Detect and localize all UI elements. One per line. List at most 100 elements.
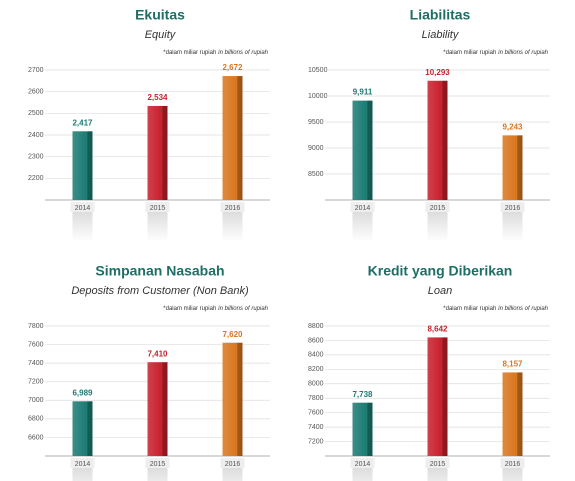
bar-shade xyxy=(502,135,523,200)
y-tick-label: 2400 xyxy=(28,132,44,139)
bar-shade xyxy=(72,401,93,456)
bar-shade xyxy=(502,372,523,456)
y-tick-label: 6800 xyxy=(28,416,44,423)
chart-subtitle: Deposits from Customer (Non Bank) xyxy=(71,285,249,297)
x-tick-label: 2016 xyxy=(225,205,241,212)
y-tick-label: 8600 xyxy=(308,337,324,344)
chart-panel: Ekuitas Equity *dalam miliar rupiah in bill… xyxy=(28,7,270,242)
chart-panel: Liabilitas Liability *dalam miliar rupiah i… xyxy=(308,7,550,242)
value-label: 8,157 xyxy=(502,360,523,369)
y-tick-label: 10000 xyxy=(308,93,328,100)
category-box xyxy=(500,202,525,212)
y-tick-label: 7200 xyxy=(308,438,324,445)
category-box xyxy=(350,458,375,468)
y-tick-label: 7600 xyxy=(308,410,324,417)
unit-note-italic: in billions of rupiah xyxy=(498,306,548,312)
bar-shade xyxy=(352,100,373,200)
y-tick-label: 8200 xyxy=(308,366,324,373)
bar-shade xyxy=(147,105,168,200)
y-tick-label: 7800 xyxy=(308,395,324,402)
category-box xyxy=(425,202,450,212)
unit-note-italic: in billions of rupiah xyxy=(218,50,268,56)
y-tick-label: 2300 xyxy=(28,154,44,161)
y-tick-label: 2200 xyxy=(28,175,44,182)
unit-note: *dalam miliar rupiah in billions of rupia… xyxy=(443,306,548,312)
value-label: 8,642 xyxy=(427,325,448,334)
unit-note: *dalam miliar rupiah in billions of rupia… xyxy=(163,50,268,56)
unit-note-italic: in billions of rupiah xyxy=(498,50,548,56)
x-tick-label: 2014 xyxy=(75,205,91,212)
chart-title: Ekuitas xyxy=(135,7,185,23)
y-tick-label: 8000 xyxy=(308,381,324,388)
category-box xyxy=(145,458,170,468)
category-box xyxy=(145,202,170,212)
x-tick-label: 2016 xyxy=(505,461,521,468)
category-box xyxy=(70,458,95,468)
category-box xyxy=(220,458,245,468)
value-label: 2,417 xyxy=(72,118,93,127)
y-tick-label: 7400 xyxy=(308,424,324,431)
x-tick-label: 2015 xyxy=(150,461,166,468)
x-tick-label: 2016 xyxy=(505,205,521,212)
x-tick-label: 2014 xyxy=(75,461,91,468)
y-tick-label: 8500 xyxy=(308,171,324,178)
bar-shade xyxy=(427,337,448,456)
value-label: 7,738 xyxy=(352,390,373,399)
y-tick-label: 7600 xyxy=(28,341,44,348)
unit-note: *dalam miliar rupiah in billions of rupia… xyxy=(443,50,548,56)
y-tick-label: 8400 xyxy=(308,352,324,359)
y-tick-label: 10500 xyxy=(308,67,328,74)
x-tick-label: 2014 xyxy=(355,205,371,212)
y-tick-label: 7000 xyxy=(28,397,44,404)
value-label: 9,243 xyxy=(502,122,523,131)
y-tick-label: 6600 xyxy=(28,434,44,441)
unit-note-italic: in billions of rupiah xyxy=(218,306,268,312)
bar-shade xyxy=(147,362,168,456)
bar-shade xyxy=(352,402,373,456)
chart-panel: Simpanan Nasabah Deposits from Customer (… xyxy=(28,263,270,481)
value-label: 7,620 xyxy=(222,330,243,339)
bar-shade xyxy=(222,342,243,456)
bar-shade xyxy=(72,131,93,200)
category-box xyxy=(425,458,450,468)
value-label: 6,989 xyxy=(72,388,93,397)
chart-subtitle: Equity xyxy=(145,29,177,41)
x-tick-label: 2015 xyxy=(430,461,446,468)
value-label: 2,672 xyxy=(222,63,243,72)
category-box xyxy=(70,202,95,212)
chart-title: Simpanan Nasabah xyxy=(95,263,224,279)
value-label: 9,911 xyxy=(353,88,373,97)
unit-note-text: *dalam miliar rupiah xyxy=(443,50,496,56)
bar-shade xyxy=(427,80,448,200)
chart-subtitle: Loan xyxy=(428,285,452,297)
y-tick-label: 7400 xyxy=(28,360,44,367)
y-tick-label: 7200 xyxy=(28,379,44,386)
category-box xyxy=(350,202,375,212)
value-label: 2,534 xyxy=(147,93,168,102)
y-tick-label: 2500 xyxy=(28,110,44,117)
x-tick-label: 2016 xyxy=(225,461,241,468)
unit-note-text: *dalam miliar rupiah xyxy=(443,306,496,312)
unit-note-text: *dalam miliar rupiah xyxy=(163,306,216,312)
y-tick-label: 7800 xyxy=(28,323,44,330)
x-tick-label: 2014 xyxy=(355,461,371,468)
category-box xyxy=(220,202,245,212)
chart-title: Liabilitas xyxy=(410,7,471,23)
unit-note-text: *dalam miliar rupiah xyxy=(163,50,216,56)
chart-subtitle: Liability xyxy=(422,29,460,41)
x-tick-label: 2015 xyxy=(430,205,446,212)
chart-title: Kredit yang Diberikan xyxy=(368,263,513,279)
value-label: 7,410 xyxy=(147,349,168,358)
y-tick-label: 9500 xyxy=(308,119,324,126)
bar-shade xyxy=(222,76,243,200)
chart-panel: Kredit yang Diberikan Loan *dalam miliar r… xyxy=(308,263,550,481)
y-tick-label: 2700 xyxy=(28,67,44,74)
category-box xyxy=(500,458,525,468)
value-label: 10,293 xyxy=(425,68,450,77)
y-tick-label: 8800 xyxy=(308,323,324,330)
y-tick-label: 2600 xyxy=(28,89,44,96)
y-tick-label: 9000 xyxy=(308,145,324,152)
unit-note: *dalam miliar rupiah in billions of rupia… xyxy=(163,306,268,312)
x-tick-label: 2015 xyxy=(150,205,166,212)
